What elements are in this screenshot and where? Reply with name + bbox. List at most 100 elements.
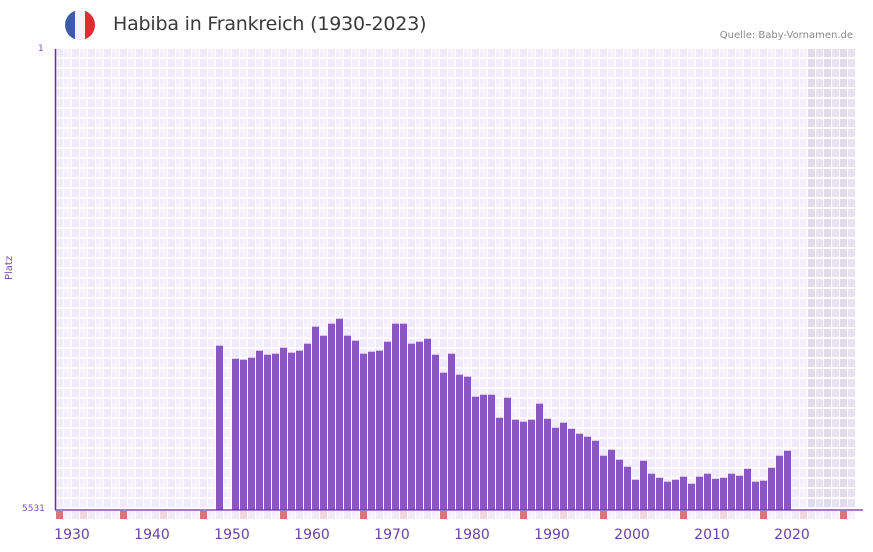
- bar-1988: [520, 421, 527, 510]
- x-tick-1940: 1940: [134, 527, 170, 543]
- x-tick-1960: 1960: [294, 527, 330, 543]
- decade-marker: [200, 511, 207, 519]
- bar-2008: [680, 476, 687, 510]
- bar-1960: [296, 350, 303, 510]
- bar-2009: [688, 483, 695, 510]
- bar-1980: [456, 374, 463, 510]
- bar-1979: [448, 353, 455, 510]
- bar-1965: [336, 318, 343, 510]
- decade-marker: [840, 511, 847, 519]
- x-tick-1990: 1990: [534, 527, 570, 543]
- bar-2012: [712, 478, 719, 510]
- x-tick-1950: 1950: [214, 527, 250, 543]
- bar-2000: [616, 459, 623, 510]
- bar-1993: [560, 422, 567, 510]
- bar-1981: [464, 376, 471, 510]
- bar-1966: [344, 335, 351, 510]
- bar-2016: [744, 468, 751, 510]
- bar-1954: [248, 357, 255, 510]
- bar-2014: [728, 473, 735, 510]
- flag-blue: [65, 10, 75, 40]
- flag-red: [85, 10, 95, 40]
- bar-1970: [376, 350, 383, 510]
- bar-2002: [632, 479, 639, 510]
- bar-1958: [280, 347, 287, 510]
- bar-2018: [760, 480, 767, 510]
- bar-1973: [400, 323, 407, 510]
- x-tick-2020: 2020: [774, 527, 810, 543]
- france-flag-icon: [65, 10, 95, 40]
- bar-1977: [432, 354, 439, 510]
- decade-marker: [680, 511, 687, 519]
- y-tick-top: 1: [38, 44, 44, 54]
- bar-1985: [496, 417, 503, 510]
- bar-1967: [352, 340, 359, 510]
- bar-1972: [392, 323, 399, 510]
- bar-1969: [368, 351, 375, 510]
- bar-1952: [232, 358, 239, 510]
- bar-1963: [320, 335, 327, 510]
- bar-2001: [624, 466, 631, 510]
- bar-1978: [440, 372, 447, 510]
- bar-1956: [264, 354, 271, 510]
- bar-1991: [544, 418, 551, 510]
- bar-2006: [664, 481, 671, 510]
- bar-1994: [568, 428, 575, 510]
- bar-2004: [648, 473, 655, 510]
- bar-1997: [592, 440, 599, 510]
- bar-1953: [240, 359, 247, 510]
- x-tick-2000: 2000: [614, 527, 650, 543]
- bar-1964: [328, 323, 335, 510]
- bar-2021: [784, 450, 791, 510]
- bar-1959: [288, 352, 295, 510]
- bar-1984: [488, 394, 495, 510]
- bar-2003: [640, 460, 647, 510]
- bar-1989: [528, 419, 535, 510]
- decade-marker: [600, 511, 607, 519]
- bar-1976: [424, 338, 431, 510]
- flag-white: [75, 10, 85, 40]
- decade-marker: [760, 511, 767, 519]
- bar-1971: [384, 341, 391, 510]
- bar-1961: [304, 343, 311, 510]
- decade-marker: [280, 511, 287, 519]
- x-tick-1980: 1980: [454, 527, 490, 543]
- bar-1982: [472, 396, 479, 510]
- bar-1955: [256, 350, 263, 510]
- x-tick-1930: 1930: [54, 527, 90, 543]
- bar-1995: [576, 433, 583, 510]
- bar-2017: [752, 481, 759, 510]
- decade-marker: [520, 511, 527, 519]
- bar-1983: [480, 394, 487, 510]
- bar-1986: [504, 397, 511, 510]
- bar-2019: [768, 467, 775, 510]
- bar-1968: [360, 353, 367, 510]
- bar-1990: [536, 403, 543, 510]
- x-tick-1970: 1970: [374, 527, 410, 543]
- bar-2005: [656, 477, 663, 510]
- bar-1987: [512, 419, 519, 510]
- bar-2010: [696, 476, 703, 510]
- bar-1950: [216, 345, 223, 510]
- decade-marker: [120, 511, 127, 519]
- bar-2011: [704, 473, 711, 510]
- source-credit: Quelle: Baby-Vornamen.de: [719, 30, 853, 41]
- bar-1992: [552, 427, 559, 510]
- x-tick-2010: 2010: [694, 527, 730, 543]
- bar-1975: [416, 341, 423, 510]
- bar-1962: [312, 326, 319, 510]
- bar-2013: [720, 477, 727, 510]
- bar-2015: [736, 475, 743, 510]
- bar-1996: [584, 436, 591, 510]
- decade-marker: [440, 511, 447, 519]
- bar-1998: [600, 455, 607, 510]
- chart-title: Habiba in Frankreich (1930-2023): [113, 13, 427, 35]
- bar-1999: [608, 449, 615, 510]
- y-tick-bottom: 5531: [22, 504, 45, 514]
- decade-marker: [360, 511, 367, 519]
- bar-1957: [272, 353, 279, 510]
- bar-1974: [408, 343, 415, 510]
- y-axis-label: Platz: [4, 255, 15, 280]
- bar-2020: [776, 455, 783, 510]
